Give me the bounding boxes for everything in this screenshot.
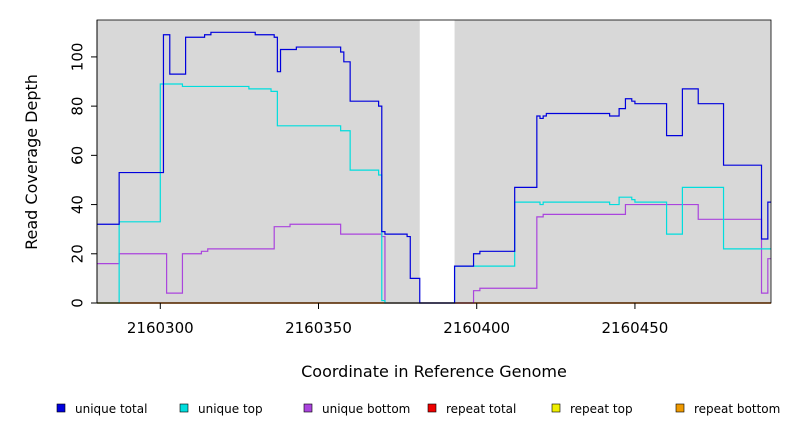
- legend-swatch-unique-bottom: [303, 403, 313, 413]
- legend-swatch-unique-total: [56, 403, 66, 413]
- legend-label-unique-top: unique top: [198, 402, 263, 416]
- series-line-unique-total: [97, 31, 771, 304]
- x-tick-label: 2160350: [285, 319, 352, 337]
- legend-swatch-repeat-top: [551, 403, 561, 413]
- y-tick-label: 40: [69, 195, 87, 214]
- y-tick-label: 0: [69, 298, 87, 308]
- gap-region: [419, 20, 455, 303]
- legend-swatch-unique-top: [179, 403, 189, 413]
- y-tick-label: 80: [69, 97, 87, 116]
- legend-label-unique-bottom: unique bottom: [322, 402, 410, 416]
- x-tick-label: 2160400: [443, 319, 510, 337]
- y-tick-label: 60: [69, 146, 87, 165]
- legend-label-unique-total: unique total: [75, 402, 147, 416]
- legend-swatch-repeat-total: [427, 403, 437, 413]
- x-axis-title: Coordinate in Reference Genome: [301, 362, 567, 381]
- y-tick-label: 20: [69, 244, 87, 263]
- legend-label-repeat-bottom: repeat bottom: [694, 402, 780, 416]
- axes-layer: 0 20 40 60 80 100 2160300 2160350 2160400 2160450: [69, 20, 771, 337]
- series-line-unique-bottom: [97, 203, 771, 304]
- legend-label-repeat-total: repeat total: [446, 402, 516, 416]
- y-tick-label: 100: [69, 43, 87, 72]
- x-tick-label: 2160450: [602, 319, 669, 337]
- x-tick-label: 2160300: [127, 319, 194, 337]
- legend: unique total unique top unique bottom repea…: [56, 402, 780, 416]
- y-axis-title: Read Coverage Depth: [22, 74, 41, 250]
- legend-swatch-repeat-bottom: [675, 403, 685, 413]
- legend-label-repeat-top: repeat top: [570, 402, 633, 416]
